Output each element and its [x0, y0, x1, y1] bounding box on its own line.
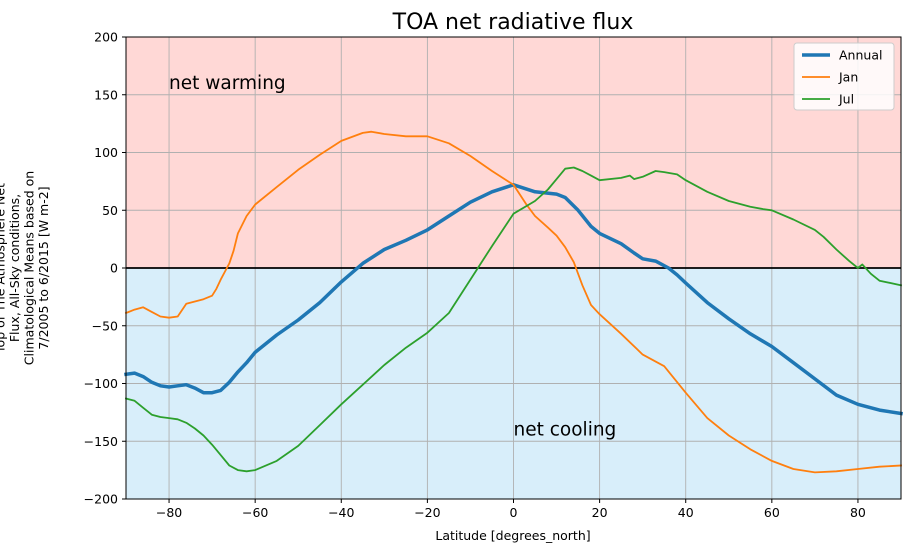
- series-lines: [124, 130, 904, 474]
- y-tick-label: 50: [102, 203, 118, 218]
- x-tick-label: −20: [414, 505, 440, 520]
- y-tick-label: −150: [84, 434, 118, 449]
- y-axis-label-line: Top of The Atmosphere Net: [0, 183, 7, 354]
- x-tick-label: −60: [242, 505, 268, 520]
- series-line-annual: [124, 183, 904, 416]
- x-axis-label: Latitude [degrees_north]: [435, 528, 590, 543]
- legend-label-annual: Annual: [839, 48, 882, 63]
- annotation-net-cooling: net cooling: [514, 420, 617, 441]
- x-tick-label: 0: [510, 505, 518, 520]
- series-line-jul: [124, 166, 903, 473]
- legend-box: [793, 42, 895, 111]
- chart-title: TOA net radiative flux: [392, 10, 634, 35]
- y-tick-label: 100: [94, 145, 118, 160]
- x-tick-label: 40: [678, 505, 694, 520]
- x-tick-label: 60: [764, 505, 780, 520]
- x-tick-label: 80: [850, 505, 866, 520]
- annotations: net warming net cooling: [169, 73, 616, 441]
- y-tick-label: 200: [94, 30, 118, 45]
- x-tick-label: 20: [592, 505, 608, 520]
- legend: Annual Jan Jul: [793, 42, 895, 111]
- y-tick-label: 0: [110, 261, 118, 276]
- y-tick-label: −100: [84, 376, 118, 391]
- y-tick-label: 150: [94, 87, 118, 102]
- legend-label-jul: Jul: [838, 92, 854, 107]
- axes: −80 −60 −40 −20 0 20 40 60 80−200−150−100−500501…: [84, 30, 902, 520]
- annotation-net-warming: net warming: [169, 73, 286, 94]
- x-tick-label: −80: [156, 505, 182, 520]
- x-tick-label: −40: [328, 505, 354, 520]
- y-axis-label-line: Climatological Means based on: [21, 171, 36, 365]
- legend-label-jan: Jan: [838, 70, 858, 85]
- y-axis-label-line: 7/2005 to 6/2015 [W m-2]: [36, 186, 51, 349]
- y-axis-label-line: Flux, All-Sky conditions,: [7, 194, 22, 342]
- y-axis-label: Top of The Atmosphere NetFlux, All-Sky c…: [0, 171, 51, 365]
- y-tick-label: −200: [84, 492, 118, 507]
- y-tick-label: −50: [92, 318, 118, 333]
- series-line-jan: [124, 130, 902, 474]
